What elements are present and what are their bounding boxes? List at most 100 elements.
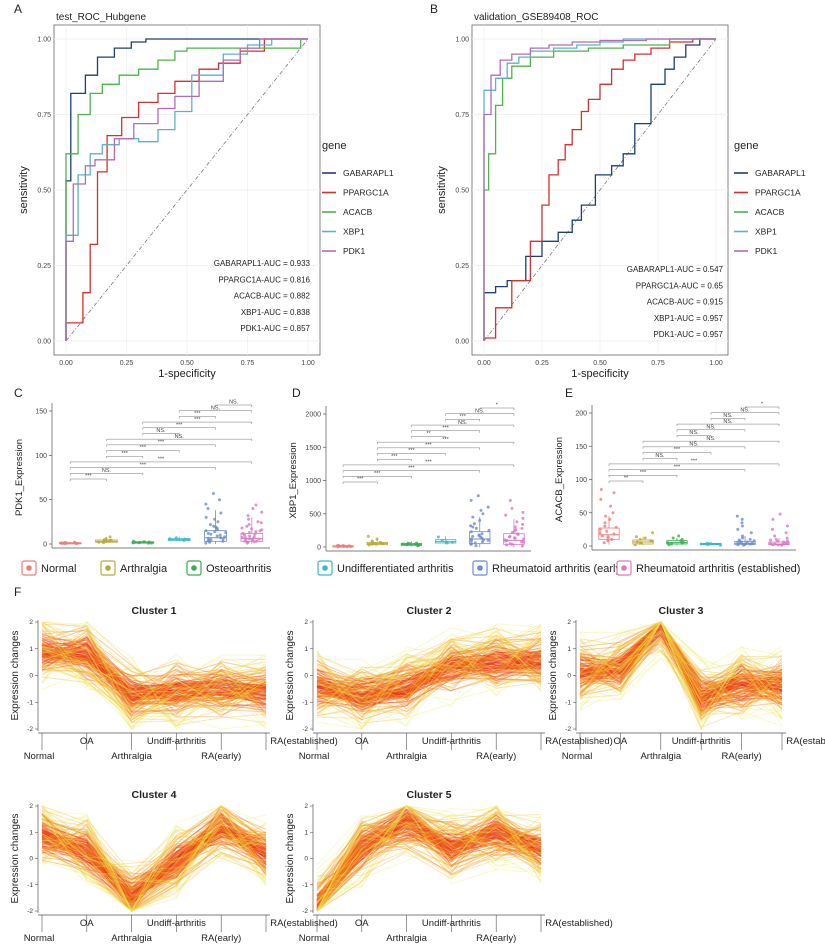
expression-line bbox=[316, 830, 542, 912]
expression-line bbox=[41, 643, 267, 706]
legend-label: PPARGC1A bbox=[755, 188, 801, 198]
expression-line bbox=[316, 813, 542, 912]
auc-label: ACACB-AUC = 0.882 bbox=[234, 292, 311, 301]
expression-line bbox=[579, 637, 783, 715]
y-tick-label: 100 bbox=[575, 477, 587, 484]
legend-label: Normal bbox=[41, 563, 76, 575]
data-point bbox=[614, 525, 618, 529]
significance-label: *** bbox=[674, 447, 681, 453]
y-tick-label: 2 bbox=[29, 619, 33, 626]
x-tick-label: RA(early) bbox=[201, 933, 241, 944]
expression-line bbox=[41, 807, 267, 912]
expression-line bbox=[41, 638, 267, 707]
expression-line bbox=[41, 834, 267, 896]
x-tick-label: Arthralgia bbox=[111, 751, 152, 762]
expression-line bbox=[316, 805, 542, 912]
roc-panel-b: validation_GSE89408_ROC 0.00 0.00 0.25 0.25 0… bbox=[436, 12, 806, 380]
expression-line bbox=[316, 664, 542, 707]
expression-line bbox=[41, 665, 267, 727]
expression-line bbox=[41, 826, 267, 894]
expression-line bbox=[316, 836, 542, 886]
expression-line bbox=[579, 620, 783, 704]
expression-line bbox=[41, 630, 267, 714]
roc-curve-acacb bbox=[483, 38, 716, 341]
expression-line bbox=[316, 816, 542, 912]
expression-line bbox=[579, 621, 783, 703]
expression-line bbox=[41, 837, 267, 895]
expression-line bbox=[579, 621, 783, 699]
expression-line bbox=[579, 635, 783, 702]
expression-line bbox=[41, 812, 267, 904]
data-point bbox=[211, 492, 215, 495]
expression-line bbox=[41, 811, 267, 884]
data-point bbox=[599, 488, 603, 491]
expression-line bbox=[316, 650, 542, 703]
expression-line bbox=[316, 805, 542, 875]
expression-line bbox=[316, 826, 542, 902]
expression-line bbox=[579, 620, 783, 710]
expression-line bbox=[579, 635, 783, 714]
y-tick-label: 0 bbox=[304, 856, 308, 863]
expression-line bbox=[316, 817, 542, 899]
x-tick-label: 0.50 bbox=[180, 360, 194, 367]
expression-line bbox=[41, 642, 267, 694]
data-point bbox=[471, 534, 475, 538]
expression-line bbox=[316, 662, 542, 711]
expression-line bbox=[579, 620, 783, 722]
legend-label: Rheumatoid arthritis (established) bbox=[636, 563, 800, 575]
expression-line bbox=[579, 621, 783, 700]
expression-line bbox=[41, 830, 267, 899]
data-point bbox=[206, 507, 210, 510]
data-point bbox=[635, 540, 639, 544]
expression-line bbox=[316, 807, 542, 890]
data-point bbox=[252, 540, 256, 544]
expression-line bbox=[41, 636, 267, 712]
expression-line bbox=[579, 629, 783, 703]
expression-line bbox=[41, 807, 267, 884]
x-tick-label: RA(established) bbox=[270, 918, 338, 929]
data-point bbox=[473, 541, 477, 545]
expression-line bbox=[316, 637, 542, 683]
significance-label: *** bbox=[640, 470, 647, 476]
x-tick-label: 1.00 bbox=[709, 360, 723, 367]
significance-bracket bbox=[608, 475, 678, 478]
expression-line bbox=[316, 651, 542, 700]
significance-bracket bbox=[142, 421, 253, 425]
expression-line bbox=[579, 621, 783, 709]
expression-line bbox=[41, 822, 267, 908]
expression-line bbox=[41, 812, 267, 913]
expression-line bbox=[41, 820, 267, 888]
expression-line bbox=[41, 652, 267, 695]
expression-line bbox=[316, 651, 542, 698]
expression-line bbox=[41, 659, 267, 716]
data-point bbox=[444, 540, 448, 544]
expression-line bbox=[316, 645, 542, 700]
expression-line bbox=[41, 648, 267, 714]
data-point bbox=[240, 526, 244, 530]
expression-line bbox=[579, 627, 783, 704]
expression-line bbox=[316, 822, 542, 905]
data-point bbox=[737, 538, 741, 542]
expression-line bbox=[316, 824, 542, 907]
expression-line bbox=[579, 621, 783, 701]
y-tick-label: 1 bbox=[29, 646, 33, 653]
legend-dot bbox=[191, 565, 197, 571]
expression-line bbox=[579, 628, 783, 711]
significance-label: NS. bbox=[723, 413, 733, 419]
y-tick-label: 2000 bbox=[305, 412, 321, 419]
expression-line bbox=[316, 634, 542, 709]
expression-line bbox=[316, 641, 542, 694]
data-point bbox=[436, 535, 440, 539]
expression-line bbox=[579, 657, 783, 727]
reference-diagonal bbox=[483, 38, 717, 342]
data-point bbox=[109, 538, 113, 542]
expression-line bbox=[579, 621, 783, 702]
expression-line bbox=[316, 644, 542, 699]
significance-label: NS. bbox=[706, 436, 716, 442]
y-tick-label: 2 bbox=[304, 619, 308, 626]
x-tick-label: 0.75 bbox=[241, 360, 255, 367]
expression-line bbox=[316, 640, 542, 692]
cluster-panel: Cluster 5 -2 -1 0 1 2 Expression changes Normal… bbox=[285, 789, 613, 944]
data-point bbox=[748, 537, 752, 541]
expression-line bbox=[41, 651, 267, 705]
